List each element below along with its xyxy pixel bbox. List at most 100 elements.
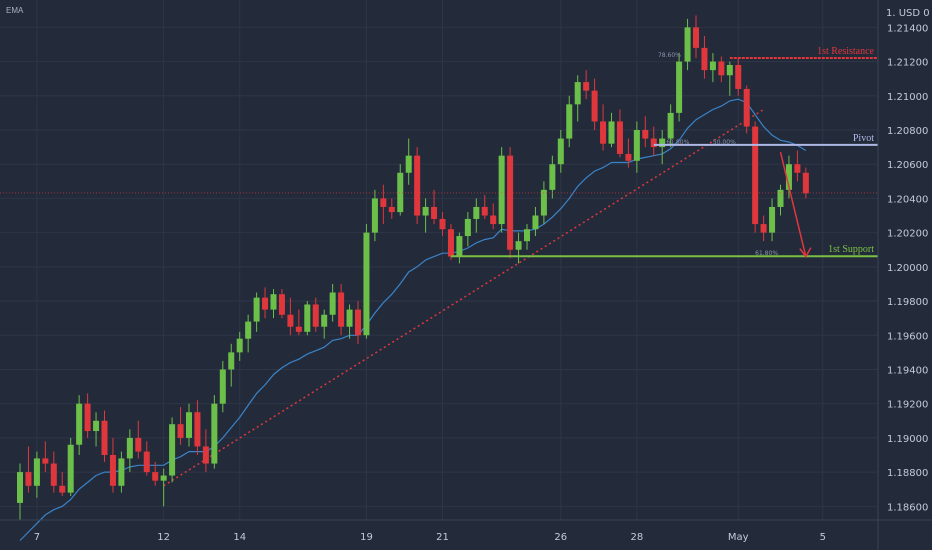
time-tick-label: May: [728, 532, 749, 543]
time-axis[interactable]: 7 12 14 19 21 26 28 May 5: [0, 519, 932, 543]
candle: [735, 58, 742, 96]
candle-body: [25, 472, 32, 486]
candle: [312, 297, 319, 332]
indicator-legend[interactable]: EMA: [6, 6, 23, 15]
candle: [693, 15, 699, 59]
candle: [769, 198, 776, 242]
candle-body: [490, 215, 497, 225]
price-tick-label: 1.21400: [887, 23, 928, 34]
trendline-layer: [163, 108, 764, 487]
candle: [676, 53, 683, 122]
candle-body: [295, 326, 302, 332]
candle: [169, 417, 176, 483]
candle-body: [752, 126, 759, 225]
candle-body: [769, 206, 776, 233]
candle-body: [760, 224, 767, 233]
candle-body: [667, 112, 674, 139]
candle: [143, 441, 150, 476]
candle-body: [338, 292, 345, 327]
candle: [524, 224, 530, 250]
candle: [211, 395, 218, 469]
candle: [135, 420, 142, 459]
candle-body: [388, 206, 395, 213]
candle-body: [464, 218, 471, 237]
currency-label: 1. USD 0: [886, 8, 930, 19]
candle-body: [659, 138, 666, 148]
candle: [228, 343, 235, 387]
candle-body: [84, 403, 91, 432]
candle: [338, 283, 345, 336]
candle: [794, 150, 801, 182]
candle-body: [42, 458, 49, 464]
candle-body: [794, 164, 801, 173]
price-tick-label: 1.20800: [887, 126, 928, 137]
candle-body: [693, 27, 699, 48]
candle-body: [676, 61, 683, 113]
candle-body: [777, 189, 784, 207]
candle-body: [549, 164, 556, 190]
candle: [549, 155, 556, 199]
candle: [380, 184, 387, 225]
candle-body: [532, 215, 539, 230]
candle: [422, 198, 429, 233]
candles-layer: [17, 15, 809, 520]
candle-body: [802, 172, 809, 194]
candle: [709, 53, 716, 83]
candle-body: [524, 229, 530, 242]
candle: [600, 104, 607, 151]
candle: [397, 164, 404, 216]
candle: [777, 184, 784, 216]
candle: [515, 232, 522, 264]
candle: [84, 393, 91, 438]
candle-body: [312, 304, 319, 327]
candle-body: [456, 236, 463, 257]
candle-body: [194, 412, 201, 447]
candle-body: [202, 446, 209, 464]
candle: [50, 451, 57, 493]
candle: [726, 61, 733, 96]
candle-body: [371, 198, 378, 233]
candle: [608, 112, 615, 148]
level-name-resistance: 1st Resistance: [817, 46, 874, 57]
candle: [253, 292, 260, 332]
candle-body: [169, 424, 176, 476]
forecast-arrow-head: [799, 247, 812, 258]
candle: [752, 121, 759, 233]
candle-body: [583, 82, 590, 91]
candle-body: [186, 412, 192, 438]
candle: [473, 198, 480, 233]
candle-body: [262, 297, 269, 310]
candle: [363, 224, 370, 339]
candle-body: [591, 90, 598, 122]
candle-body: [515, 241, 522, 250]
candle: [667, 104, 674, 148]
candle: [186, 403, 192, 447]
candle: [152, 461, 159, 486]
candle-body: [600, 121, 607, 144]
candle-body: [304, 304, 311, 332]
candle-body: [566, 104, 573, 139]
time-tick-label: 14: [233, 532, 246, 543]
price-axis[interactable]: 1. USD 0 1.21400 1.21200 1.21000 1.20800 1.20…: [877, 0, 932, 550]
candle-body: [287, 314, 294, 327]
candle-body: [17, 472, 23, 503]
time-tick-label: 26: [554, 532, 567, 543]
candle: [481, 195, 488, 219]
price-tick-label: 1.18600: [887, 502, 928, 513]
candle: [616, 109, 623, 158]
candle-body: [380, 198, 387, 207]
candle-body: [278, 294, 285, 315]
price-tick-label: 1.18800: [887, 468, 928, 479]
candle-body: [608, 121, 615, 144]
candle-body: [143, 451, 150, 473]
candle-body: [650, 138, 657, 148]
candle: [109, 437, 116, 493]
time-tick-label: 28: [630, 532, 643, 543]
candle-body: [405, 155, 412, 173]
time-tick-label: 12: [157, 532, 170, 543]
time-tick-label: 21: [436, 532, 449, 543]
price-tick-label: 1.21200: [887, 58, 928, 69]
price-tick-label: 1.21000: [887, 92, 928, 103]
candle: [346, 304, 353, 339]
